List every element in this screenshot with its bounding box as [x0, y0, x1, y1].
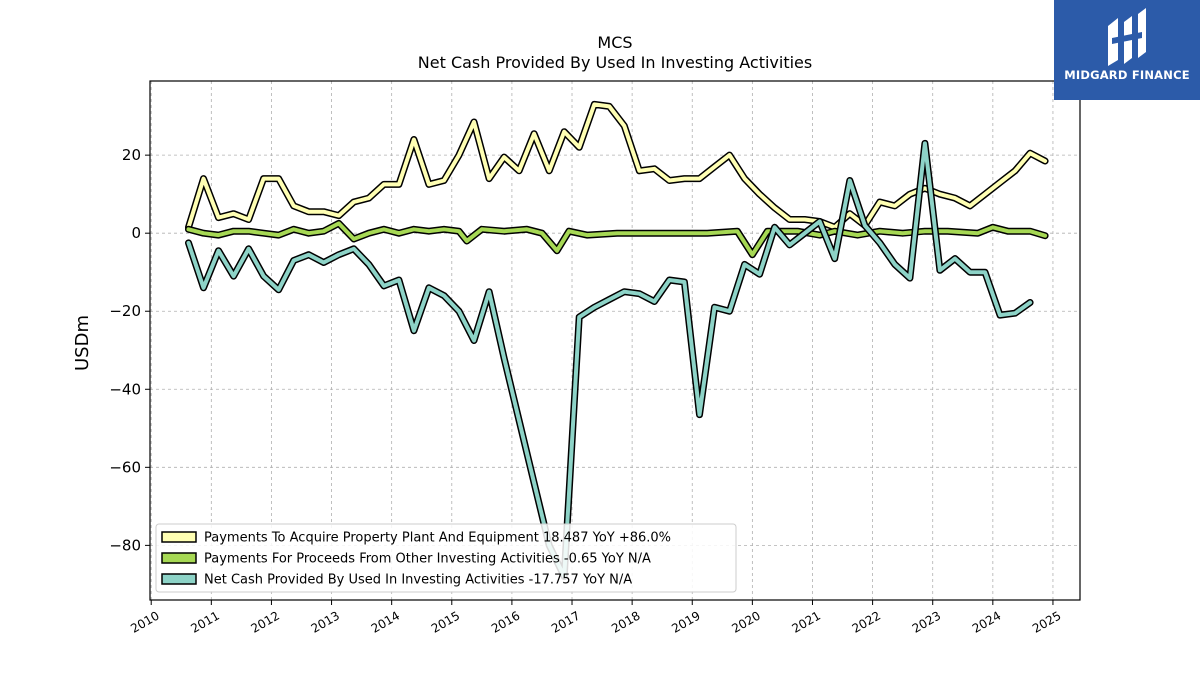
legend-label-1: Payments For Proceeds From Other Investi…	[204, 552, 651, 567]
y-tick-label: 0	[131, 224, 141, 242]
x-tick-label: 2021	[790, 608, 823, 635]
x-tick-label: 2011	[188, 608, 221, 635]
chart-title: MCS	[597, 33, 632, 52]
x-tick-label: 2012	[248, 608, 281, 635]
legend-box	[155, 523, 737, 593]
logo-mark-icon	[1108, 8, 1146, 66]
series-layer	[185, 100, 1049, 581]
x-tick-label: 2024	[970, 608, 1003, 635]
x-tick-label: 2017	[549, 608, 582, 635]
legend-label-0: Payments To Acquire Property Plant And E…	[204, 531, 671, 546]
x-tick-label: 2020	[729, 608, 762, 635]
plot-frame	[149, 80, 1081, 601]
legend-swatch-0	[161, 531, 197, 543]
legend-swatch-1	[161, 552, 197, 564]
x-tick-label: 2015	[429, 608, 462, 635]
legend: Payments To Acquire Property Plant And E…	[155, 523, 737, 593]
midgard-finance-logo: MIDGARD FINANCE	[1054, 0, 1200, 100]
y-tick-label: −20	[109, 302, 141, 320]
y-tick-label: −40	[109, 380, 141, 398]
y-tick-label: −80	[109, 536, 141, 554]
chart-subtitle: Net Cash Provided By Used In Investing A…	[418, 53, 812, 72]
grid	[150, 81, 1080, 600]
y-tick-label: 20	[122, 146, 141, 164]
legend-label-2: Net Cash Provided By Used In Investing A…	[204, 573, 632, 588]
series-0-line	[186, 102, 1048, 230]
y-tick-label: −60	[109, 458, 141, 476]
y-axis-label: USDm	[72, 315, 93, 371]
x-tick-label: 2023	[910, 608, 943, 635]
x-tick-label: 2014	[369, 608, 402, 635]
x-tick-label: 2016	[489, 608, 522, 635]
series-2-line	[186, 141, 1033, 579]
x-tick-label: 2018	[609, 608, 642, 635]
x-tick-label: 2013	[309, 608, 342, 635]
series-1-line	[186, 221, 1048, 257]
x-tick-label: 2022	[850, 608, 883, 635]
x-tick-label: 2025	[1030, 608, 1063, 635]
logo-text: MIDGARD FINANCE	[1064, 68, 1190, 82]
x-tick-label: 2010	[128, 608, 161, 635]
legend-swatch-2	[161, 573, 197, 585]
x-tick-label: 2019	[669, 608, 702, 635]
